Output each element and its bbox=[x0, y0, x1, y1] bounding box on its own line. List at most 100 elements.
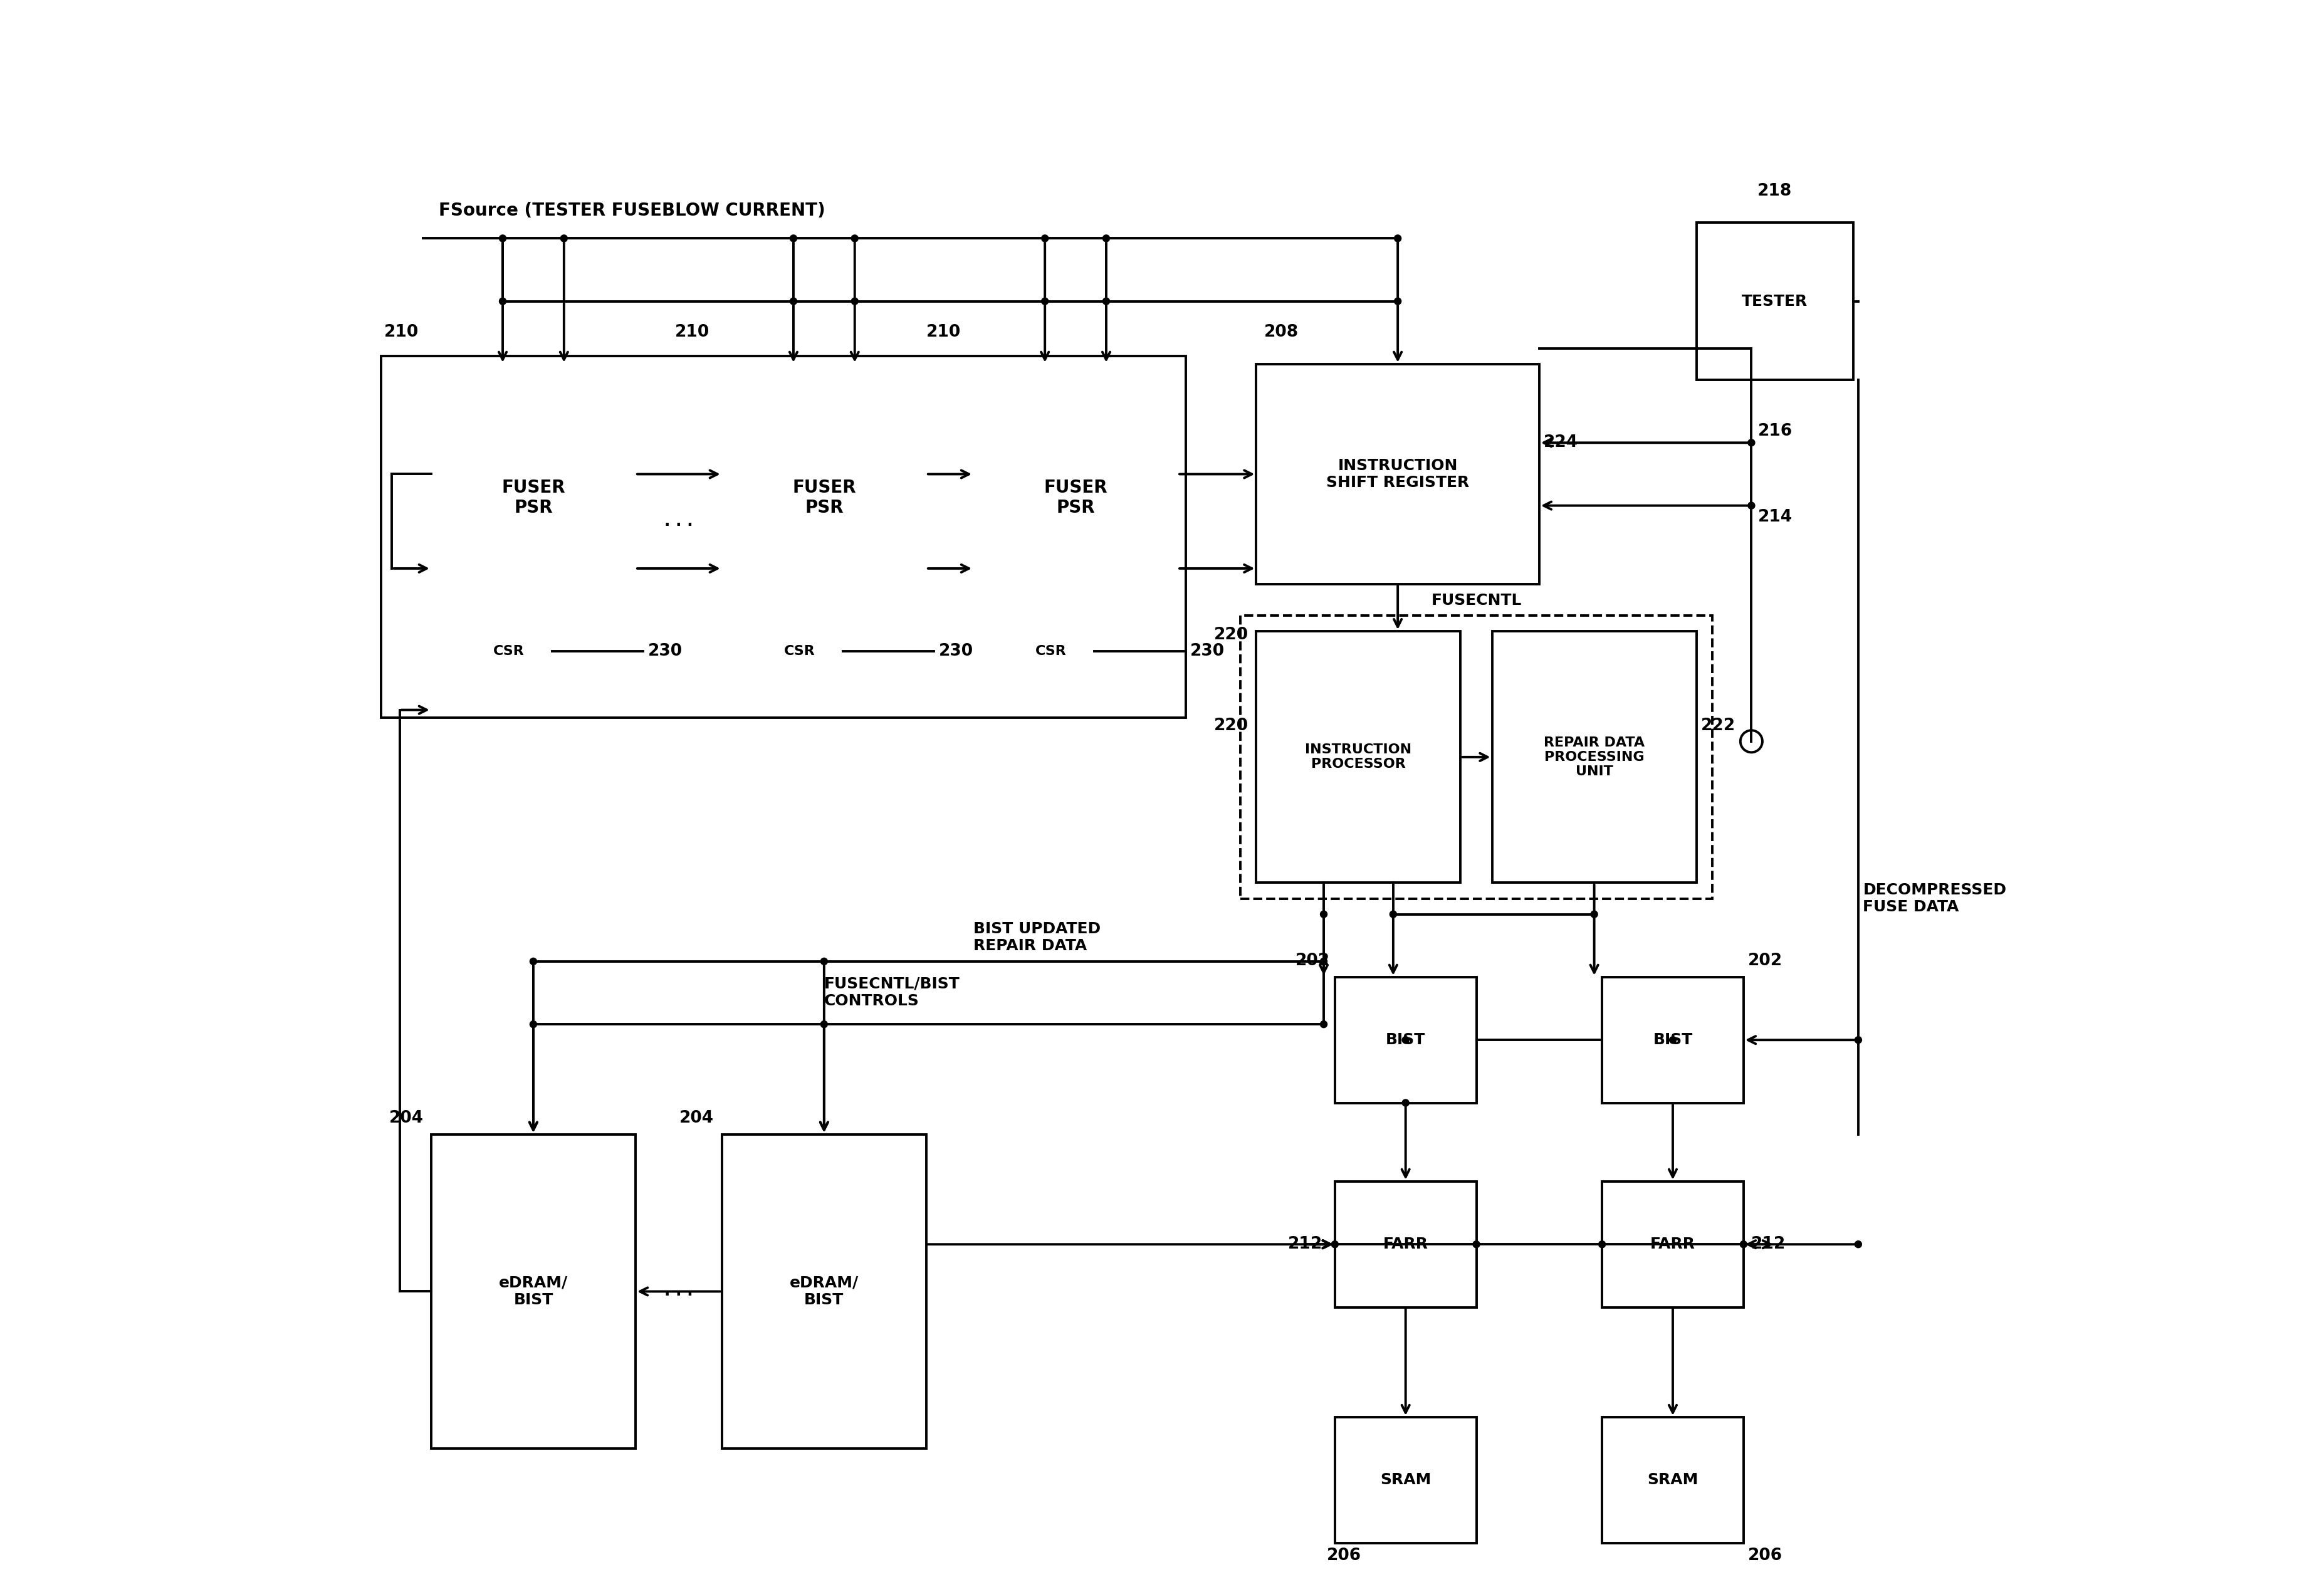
Circle shape bbox=[1104, 298, 1109, 304]
FancyBboxPatch shape bbox=[1697, 222, 1855, 380]
Circle shape bbox=[1669, 1036, 1676, 1044]
Circle shape bbox=[530, 1020, 537, 1028]
Text: 210: 210 bbox=[383, 325, 418, 341]
Text: 216: 216 bbox=[1757, 423, 1792, 440]
Text: FUSECNTL/BIST
CONTROLS: FUSECNTL/BIST CONTROLS bbox=[825, 976, 960, 1009]
Circle shape bbox=[1590, 912, 1597, 918]
FancyBboxPatch shape bbox=[723, 364, 927, 710]
Circle shape bbox=[1332, 1241, 1339, 1247]
FancyBboxPatch shape bbox=[1009, 615, 1095, 686]
FancyBboxPatch shape bbox=[1492, 631, 1697, 883]
Circle shape bbox=[1855, 1036, 1862, 1044]
FancyBboxPatch shape bbox=[1257, 364, 1538, 583]
Text: 210: 210 bbox=[927, 325, 960, 341]
Text: FUSER
PSR: FUSER PSR bbox=[792, 479, 855, 517]
Text: 208: 208 bbox=[1264, 325, 1299, 341]
Text: INSTRUCTION
PROCESSOR: INSTRUCTION PROCESSOR bbox=[1306, 743, 1411, 771]
Circle shape bbox=[1748, 501, 1755, 509]
FancyBboxPatch shape bbox=[1601, 1418, 1743, 1542]
Circle shape bbox=[1041, 298, 1048, 304]
Circle shape bbox=[530, 957, 537, 965]
Text: INSTRUCTION
SHIFT REGISTER: INSTRUCTION SHIFT REGISTER bbox=[1327, 457, 1469, 490]
Text: FUSER
PSR: FUSER PSR bbox=[1043, 479, 1109, 517]
Circle shape bbox=[500, 235, 507, 241]
Text: 214: 214 bbox=[1757, 509, 1792, 525]
FancyBboxPatch shape bbox=[381, 356, 1185, 718]
Text: FUSECNTL: FUSECNTL bbox=[1432, 593, 1522, 607]
Text: 202: 202 bbox=[1294, 953, 1329, 970]
Text: eDRAM/
BIST: eDRAM/ BIST bbox=[500, 1276, 567, 1307]
Text: eDRAM/
BIST: eDRAM/ BIST bbox=[790, 1276, 858, 1307]
Circle shape bbox=[820, 957, 827, 965]
FancyBboxPatch shape bbox=[758, 615, 844, 686]
Text: 212: 212 bbox=[1752, 1236, 1787, 1252]
Circle shape bbox=[500, 298, 507, 304]
Circle shape bbox=[560, 235, 567, 241]
Circle shape bbox=[1390, 912, 1397, 918]
Circle shape bbox=[851, 235, 858, 241]
Text: BIST UPDATED
REPAIR DATA: BIST UPDATED REPAIR DATA bbox=[974, 921, 1102, 954]
Text: FARR: FARR bbox=[1650, 1236, 1697, 1252]
Text: 220: 220 bbox=[1213, 718, 1248, 733]
FancyBboxPatch shape bbox=[432, 1134, 634, 1449]
FancyBboxPatch shape bbox=[1257, 631, 1459, 883]
FancyBboxPatch shape bbox=[1601, 1181, 1743, 1307]
Circle shape bbox=[1741, 1241, 1748, 1247]
Circle shape bbox=[1473, 1241, 1480, 1247]
Text: 220: 220 bbox=[1213, 626, 1248, 643]
Circle shape bbox=[1394, 298, 1401, 304]
FancyBboxPatch shape bbox=[1334, 978, 1476, 1102]
Text: SRAM: SRAM bbox=[1648, 1473, 1699, 1487]
Text: 230: 230 bbox=[1190, 643, 1225, 659]
Text: REPAIR DATA
PROCESSING
UNIT: REPAIR DATA PROCESSING UNIT bbox=[1543, 736, 1645, 777]
Circle shape bbox=[1320, 957, 1327, 965]
Text: BIST: BIST bbox=[1385, 1033, 1425, 1047]
FancyBboxPatch shape bbox=[974, 364, 1178, 710]
Text: CSR: CSR bbox=[1037, 645, 1067, 658]
Circle shape bbox=[1599, 1241, 1606, 1247]
Text: 212: 212 bbox=[1287, 1236, 1322, 1252]
Circle shape bbox=[1401, 1099, 1408, 1107]
Circle shape bbox=[1104, 235, 1109, 241]
Circle shape bbox=[1855, 1241, 1862, 1247]
Text: CSR: CSR bbox=[493, 645, 525, 658]
Text: . . .: . . . bbox=[665, 1284, 693, 1299]
Text: 230: 230 bbox=[939, 643, 974, 659]
Text: DECOMPRESSED
FUSE DATA: DECOMPRESSED FUSE DATA bbox=[1864, 882, 2006, 915]
Text: SRAM: SRAM bbox=[1380, 1473, 1432, 1487]
Text: 230: 230 bbox=[648, 643, 683, 659]
Circle shape bbox=[1401, 1036, 1408, 1044]
Text: FUSER
PSR: FUSER PSR bbox=[502, 479, 565, 517]
Text: TESTER: TESTER bbox=[1743, 293, 1808, 309]
Text: 202: 202 bbox=[1748, 953, 1783, 970]
Text: CSR: CSR bbox=[783, 645, 816, 658]
Text: 206: 206 bbox=[1748, 1547, 1783, 1564]
FancyBboxPatch shape bbox=[465, 615, 553, 686]
Text: 210: 210 bbox=[674, 325, 709, 341]
Text: 206: 206 bbox=[1327, 1547, 1362, 1564]
FancyBboxPatch shape bbox=[1334, 1181, 1476, 1307]
Text: 224: 224 bbox=[1543, 435, 1578, 451]
FancyBboxPatch shape bbox=[1601, 978, 1743, 1102]
Text: FARR: FARR bbox=[1383, 1236, 1429, 1252]
Text: 204: 204 bbox=[679, 1110, 713, 1126]
Text: . . .: . . . bbox=[665, 514, 693, 528]
Circle shape bbox=[1041, 235, 1048, 241]
Text: FSource (TESTER FUSEBLOW CURRENT): FSource (TESTER FUSEBLOW CURRENT) bbox=[439, 202, 825, 219]
Circle shape bbox=[790, 235, 797, 241]
Text: 222: 222 bbox=[1701, 718, 1736, 733]
Text: BIST: BIST bbox=[1652, 1033, 1692, 1047]
Circle shape bbox=[1320, 1020, 1327, 1028]
FancyBboxPatch shape bbox=[723, 1134, 927, 1449]
Text: 204: 204 bbox=[388, 1110, 423, 1126]
Text: 218: 218 bbox=[1757, 183, 1792, 199]
FancyBboxPatch shape bbox=[1334, 1418, 1476, 1542]
Circle shape bbox=[851, 298, 858, 304]
Circle shape bbox=[1394, 235, 1401, 241]
Circle shape bbox=[820, 1020, 827, 1028]
Circle shape bbox=[1320, 912, 1327, 918]
Circle shape bbox=[1748, 440, 1755, 446]
FancyBboxPatch shape bbox=[432, 364, 634, 710]
Circle shape bbox=[790, 298, 797, 304]
FancyBboxPatch shape bbox=[1241, 615, 1713, 899]
